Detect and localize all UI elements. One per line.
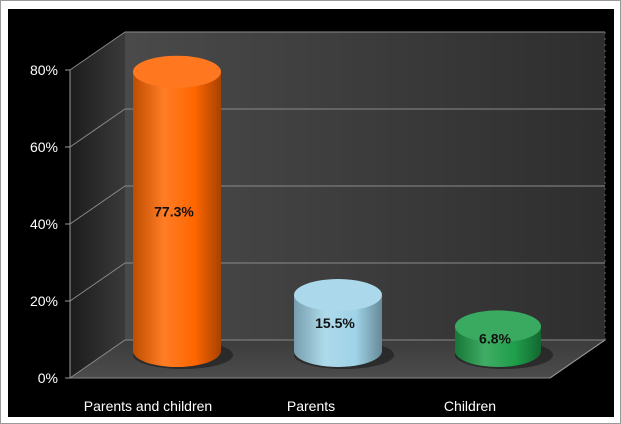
gridline-side xyxy=(69,185,126,225)
labels-layer: 0% 20% 40% 60% 80% 77.3% 15.5% 6.8% Parents and … xyxy=(30,62,512,414)
bar-body xyxy=(133,71,221,367)
bars-layer xyxy=(133,55,553,369)
bar xyxy=(133,55,233,369)
bar-top xyxy=(455,310,541,343)
y-tick-label: 0% xyxy=(38,370,58,386)
bar-body xyxy=(294,295,382,367)
x-tick-label: Children xyxy=(444,398,496,414)
x-tick-label: Parents xyxy=(287,398,335,414)
data-label: 15.5% xyxy=(315,315,355,331)
data-label: 77.3% xyxy=(154,203,194,219)
bar-top xyxy=(294,279,382,312)
data-label: 6.8% xyxy=(479,331,511,347)
y-tick-label: 80% xyxy=(30,62,58,78)
bar xyxy=(294,279,394,369)
y-tick-label: 40% xyxy=(30,216,58,232)
x-tick-label: Parents and children xyxy=(84,398,212,414)
bar-top xyxy=(133,55,221,88)
bar xyxy=(455,310,553,369)
gridline-side xyxy=(69,108,126,148)
y-tick-label: 20% xyxy=(30,293,58,309)
gridline-side xyxy=(69,31,126,71)
floor-edge xyxy=(549,339,606,379)
y-tick-label: 60% xyxy=(30,139,58,155)
gridline-side xyxy=(69,262,126,302)
